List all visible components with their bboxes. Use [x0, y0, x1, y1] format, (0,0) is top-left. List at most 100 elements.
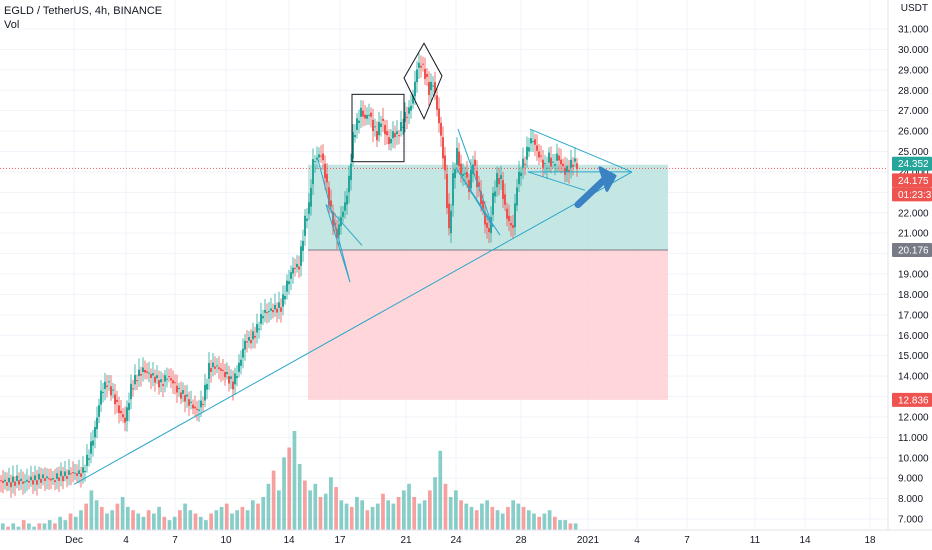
candle-body	[462, 173, 464, 176]
volume-bar	[407, 483, 411, 530]
volume-bar	[219, 506, 224, 530]
volume-bar	[469, 506, 474, 530]
volume-bar	[542, 513, 547, 530]
candle-body	[560, 159, 562, 165]
drawings	[73, 42, 633, 485]
candle-body	[444, 155, 446, 171]
up-arrow-shaft	[574, 176, 608, 209]
candle-body	[170, 378, 172, 381]
candle-body	[274, 304, 276, 310]
volume-bar	[521, 506, 526, 530]
volume-bar	[297, 464, 302, 530]
volume-bar	[162, 516, 167, 530]
time-tick-label: 14	[283, 535, 295, 546]
volume-bar	[198, 516, 203, 530]
candle-body	[564, 167, 566, 175]
volume-bar	[282, 457, 286, 530]
candle-body	[54, 480, 56, 483]
candle-body	[50, 478, 52, 481]
candle-body	[456, 147, 458, 165]
candle-body	[424, 68, 426, 79]
volume-bar	[313, 483, 318, 530]
volume-bar	[21, 520, 26, 530]
candle-body	[270, 308, 272, 311]
volume-bar	[214, 510, 219, 530]
candle-body	[528, 147, 530, 152]
candle-body	[194, 406, 196, 409]
candle-body	[378, 121, 380, 136]
time-tick-label: 7	[172, 535, 178, 546]
price-tick-label: 14.000	[898, 372, 929, 383]
candle-body	[326, 173, 328, 183]
candle-body	[88, 458, 90, 460]
time-tick-label: Dec	[65, 535, 83, 546]
candle-body	[16, 475, 18, 481]
volume-bar	[94, 500, 99, 530]
volume-bar	[339, 500, 344, 530]
candle-body	[164, 375, 166, 382]
candle-body	[496, 173, 498, 188]
entry-price-badge-bg	[892, 242, 932, 257]
candle-body	[40, 478, 42, 483]
volume-bar	[172, 516, 177, 530]
candle-body	[56, 473, 58, 479]
candle-body	[554, 163, 556, 166]
price-tick-label: 18.000	[898, 290, 929, 301]
candle-body	[284, 296, 286, 300]
candle-body	[254, 335, 256, 338]
candle-body	[454, 169, 456, 179]
symbol-title[interactable]: EGLD / TetherUS, 4h, BINANCE	[4, 5, 163, 17]
candle-body	[508, 215, 510, 222]
candle-body	[28, 480, 30, 483]
candle-body	[58, 477, 60, 481]
volume-bar	[110, 510, 115, 530]
candle-body	[130, 383, 132, 400]
candle-body	[458, 151, 460, 167]
candle-body	[212, 362, 214, 368]
candle-body	[82, 467, 84, 473]
candle-body	[0, 480, 2, 482]
candle-body	[94, 427, 96, 438]
candle-body	[520, 172, 522, 176]
candle-body	[156, 375, 158, 379]
countdown-badge-bg	[892, 187, 932, 202]
candle-body	[24, 481, 26, 483]
candle-body	[478, 182, 480, 187]
candle-body	[514, 203, 516, 228]
candle-body	[290, 272, 292, 279]
volume-bar	[292, 431, 297, 530]
candle-body	[214, 366, 216, 369]
candle-body	[384, 124, 386, 135]
volume-bar	[240, 506, 245, 530]
candle-body	[278, 302, 280, 309]
candle-body	[266, 312, 268, 314]
volume-bar	[6, 526, 10, 530]
candle-body	[200, 400, 202, 408]
price-tick-label: 22.000	[898, 208, 929, 219]
candle-body	[76, 473, 78, 477]
volume-bar	[32, 526, 36, 530]
price-tick-label: 17.000	[898, 310, 929, 321]
candle-body	[406, 116, 408, 118]
candle-body	[370, 112, 372, 117]
candle-body	[186, 394, 188, 397]
price-axis[interactable]: 7.0008.0009.00010.00011.00012.00013.0001…	[887, 0, 929, 530]
countdown-badge: 01:23:37	[898, 190, 932, 201]
candle-body	[332, 211, 334, 228]
price-tick-label: 21.000	[898, 229, 929, 240]
candle-body	[240, 359, 242, 366]
candle-body	[524, 163, 526, 165]
candle-body	[236, 376, 238, 379]
candle-body	[288, 281, 290, 285]
time-tick-label: 17	[334, 535, 346, 546]
candle-body	[392, 131, 394, 139]
volume-bar	[516, 503, 521, 530]
candle-body	[44, 478, 46, 482]
volume-label[interactable]: Vol	[4, 19, 20, 31]
candle-body	[220, 368, 222, 371]
time-axis[interactable]: Dec 4 7 10 14 17 21 24 28 2021 4 7 11 14 18	[0, 529, 932, 546]
price-tick-label: 12.000	[898, 412, 929, 423]
candle-body	[128, 402, 130, 411]
candle-body	[228, 376, 230, 384]
